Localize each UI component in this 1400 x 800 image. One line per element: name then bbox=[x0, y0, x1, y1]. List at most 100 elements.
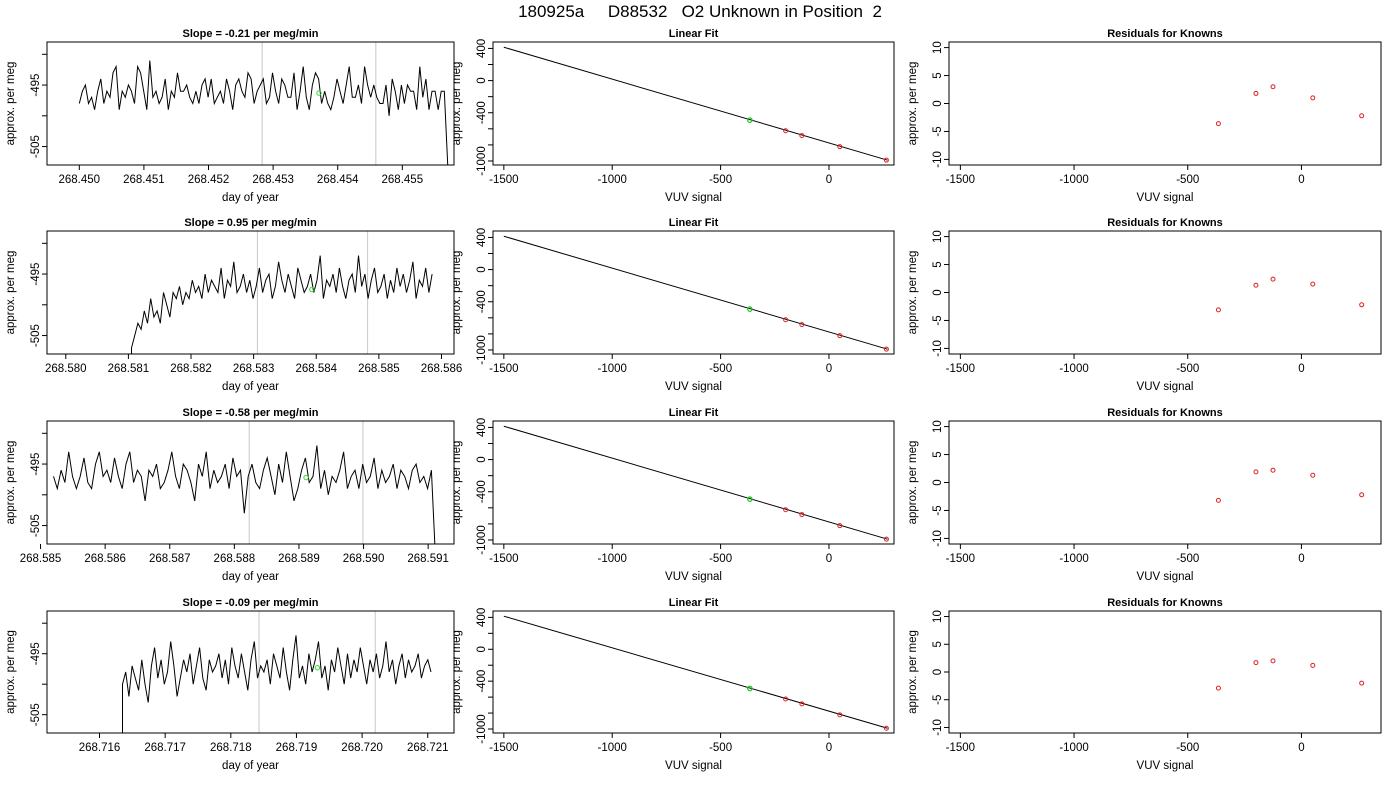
fit-panel-3: Linear Fit-1500 -1000 -500 04000-400-1000VU… bbox=[451, 407, 895, 583]
x-axis-label: VUV signal bbox=[665, 760, 722, 772]
unknown-mean-point bbox=[303, 474, 309, 481]
y-tick-label: -10 bbox=[932, 151, 944, 168]
known-point bbox=[883, 157, 889, 163]
x-tick-label: -1500 bbox=[946, 174, 975, 186]
x-tick-label: -500 bbox=[1176, 174, 1199, 186]
x-tick-label: 268.718 bbox=[210, 742, 252, 754]
x-tick-label: -1000 bbox=[598, 174, 627, 186]
panel-title: Linear Fit bbox=[669, 407, 719, 419]
x-tick-label: 268.583 bbox=[233, 363, 275, 375]
y-tick-label: -1000 bbox=[476, 525, 488, 554]
x-tick-label: -1000 bbox=[1059, 363, 1088, 375]
x-tick-label: -500 bbox=[709, 553, 732, 565]
residual-point bbox=[1215, 497, 1221, 503]
residual-point bbox=[1310, 662, 1316, 668]
x-axis-label: VUV signal bbox=[1137, 760, 1194, 772]
plot-area bbox=[503, 425, 889, 542]
plot-area bbox=[122, 611, 432, 733]
residuals-panel-4: Residuals for Knowns -1500 -1000 -500 0 10 5 0 -… bbox=[907, 597, 1382, 772]
x-tick-label: 268.581 bbox=[108, 363, 150, 375]
x-tick-label: -1500 bbox=[489, 742, 518, 754]
y-tick-label: -5 bbox=[932, 315, 944, 325]
residual-point bbox=[1310, 472, 1316, 478]
plot-frame bbox=[46, 230, 455, 355]
y-axis-label: approx. per meg bbox=[5, 62, 17, 146]
y-tick-label: 10 bbox=[932, 230, 944, 243]
residual-point bbox=[1270, 84, 1276, 90]
y-tick-label: 0 bbox=[476, 456, 488, 462]
panel-title: Residuals for Knowns bbox=[1107, 597, 1223, 609]
y-axis-label: approx. per meg bbox=[5, 441, 17, 525]
unknown-mean-point bbox=[309, 286, 315, 293]
y-axis-label: approx. per meg bbox=[451, 441, 463, 525]
residual-point bbox=[1359, 680, 1365, 686]
y-tick-label: -5 bbox=[932, 695, 944, 705]
x-axis-label: day of year bbox=[222, 192, 279, 204]
residual-point bbox=[1310, 281, 1316, 287]
x-axis-label: VUV signal bbox=[1137, 571, 1194, 583]
x-tick-label: 268.585 bbox=[358, 363, 400, 375]
x-axis-label: day of year bbox=[222, 381, 279, 393]
y-tick-label: -495 bbox=[30, 74, 42, 97]
unknown-point bbox=[747, 496, 753, 502]
x-tick-label: 268.582 bbox=[170, 363, 212, 375]
y-tick-label: -505 bbox=[30, 324, 42, 347]
y-tick-label: -10 bbox=[932, 719, 944, 736]
residual-point bbox=[1270, 658, 1276, 664]
y-tick-label: 10 bbox=[932, 420, 944, 433]
x-tick-label: -1500 bbox=[946, 363, 975, 375]
x-axis-label: VUV signal bbox=[1137, 381, 1194, 393]
timeseries-panel-4: Slope = -0.09 per meg/min 268.716 268.717 2… bbox=[5, 597, 455, 772]
x-tick-label: 268.588 bbox=[214, 553, 256, 565]
y-tick-label: 400 bbox=[476, 228, 488, 247]
residuals-panel-1: Residuals for Knowns -1500 -1000 -500 0 10 5 0 -… bbox=[907, 28, 1382, 204]
x-tick-label: 268.580 bbox=[45, 363, 87, 375]
y-axis-label: approx. per meg bbox=[5, 630, 17, 714]
residual-point bbox=[1359, 302, 1365, 308]
y-tick-label: 0 bbox=[476, 77, 488, 83]
panel-title: Slope = 0.95 per meg/min bbox=[184, 217, 317, 229]
known-point bbox=[837, 712, 843, 718]
x-tick-label: -500 bbox=[1176, 553, 1199, 565]
x-axis-label: VUV signal bbox=[665, 381, 722, 393]
x-axis-label: VUV signal bbox=[665, 571, 722, 583]
plot-frame bbox=[46, 41, 455, 166]
x-tick-label: 268.721 bbox=[407, 742, 449, 754]
residuals-panel-2: Residuals for Knowns -1500 -1000 -500 0 10 5 0 -… bbox=[907, 217, 1382, 393]
fit-line bbox=[503, 425, 888, 540]
plot-frame bbox=[492, 41, 895, 166]
unknown-mean-point bbox=[316, 90, 322, 96]
y-tick-label: 10 bbox=[932, 41, 944, 54]
plot-frame bbox=[46, 420, 455, 545]
x-tick-label: 0 bbox=[1298, 174, 1304, 186]
known-point bbox=[783, 507, 789, 513]
y-tick-label: 400 bbox=[476, 418, 488, 437]
x-tick-label: 268.716 bbox=[79, 742, 121, 754]
x-tick-label: -500 bbox=[709, 174, 732, 186]
panel-title: Slope = -0.09 per meg/min bbox=[182, 597, 318, 609]
known-point bbox=[799, 701, 805, 707]
x-tick-label: -1000 bbox=[1059, 174, 1088, 186]
panel-title: Linear Fit bbox=[669, 597, 719, 609]
known-point bbox=[799, 133, 805, 139]
x-tick-label: -500 bbox=[709, 363, 732, 375]
residual-point bbox=[1215, 685, 1221, 691]
residual-point bbox=[1215, 121, 1221, 127]
x-tick-label: 268.586 bbox=[421, 363, 463, 375]
y-tick-label: 400 bbox=[476, 608, 488, 627]
y-tick-label: -400 bbox=[476, 670, 488, 693]
known-point bbox=[837, 333, 843, 339]
fit-line bbox=[503, 235, 888, 350]
y-tick-label: -495 bbox=[30, 263, 42, 286]
x-tick-label: 268.591 bbox=[407, 553, 449, 565]
signal-line bbox=[122, 635, 432, 733]
y-tick-label: -505 bbox=[30, 135, 42, 158]
plot-area bbox=[503, 615, 889, 731]
y-tick-label: -1000 bbox=[476, 714, 488, 743]
timeseries-panel-3: Slope = -0.58 per meg/min 268.585 268.586 2… bbox=[5, 407, 455, 583]
y-axis-label: approx. per meg bbox=[907, 630, 919, 714]
y-axis-label: approx. per meg bbox=[5, 251, 17, 335]
y-tick-label: 5 bbox=[932, 641, 944, 647]
residual-point bbox=[1253, 282, 1259, 288]
